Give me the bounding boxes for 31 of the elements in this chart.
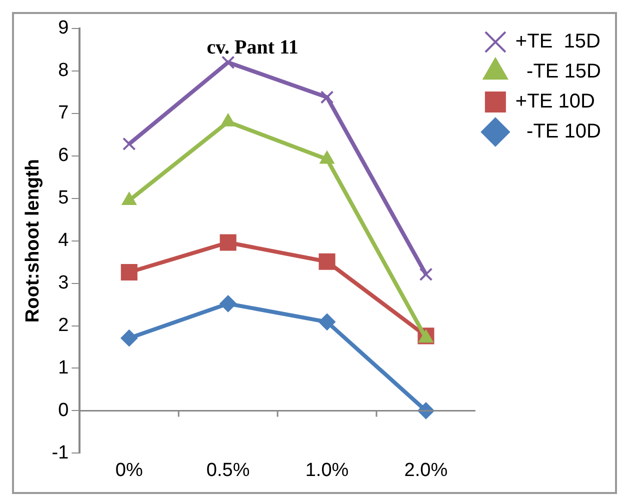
y-tick-label: 9 bbox=[58, 18, 69, 39]
legend-label: +TE 10D bbox=[515, 90, 595, 113]
point bbox=[318, 313, 336, 330]
x-tick-label: 1.0% bbox=[305, 460, 349, 481]
y-tick-label: 8 bbox=[58, 60, 69, 82]
point bbox=[220, 234, 236, 251]
x-tick-label: 2.0% bbox=[404, 460, 448, 481]
x-tick-label: 0.5% bbox=[206, 460, 250, 481]
point bbox=[318, 253, 336, 270]
y-tick-label: 4 bbox=[58, 230, 70, 252]
point bbox=[320, 90, 334, 104]
legend-label: -TE 10D bbox=[515, 120, 601, 143]
point bbox=[120, 264, 138, 281]
point bbox=[419, 268, 433, 282]
y-tick-label: 6 bbox=[58, 145, 69, 166]
legend-label: -TE 15D bbox=[515, 60, 601, 83]
y-tick-label: 5 bbox=[58, 188, 69, 209]
y-axis-title: Root:shoot length bbox=[22, 159, 44, 323]
point bbox=[221, 56, 235, 70]
x-tick-label: 0% bbox=[115, 460, 143, 481]
point bbox=[220, 295, 237, 312]
y-tick-label: 3 bbox=[58, 272, 69, 294]
y-tick-label: 2 bbox=[58, 314, 69, 336]
legend-label: +TE 15D bbox=[515, 30, 600, 53]
point bbox=[122, 137, 136, 151]
y-tick-label: 7 bbox=[58, 102, 69, 124]
y-tick-label: 0 bbox=[58, 400, 69, 421]
chart-title: cv. Pant 11 bbox=[206, 36, 298, 59]
y-tick-label: -1 bbox=[52, 442, 69, 464]
point bbox=[120, 330, 138, 347]
y-tick-label: 1 bbox=[58, 357, 69, 378]
